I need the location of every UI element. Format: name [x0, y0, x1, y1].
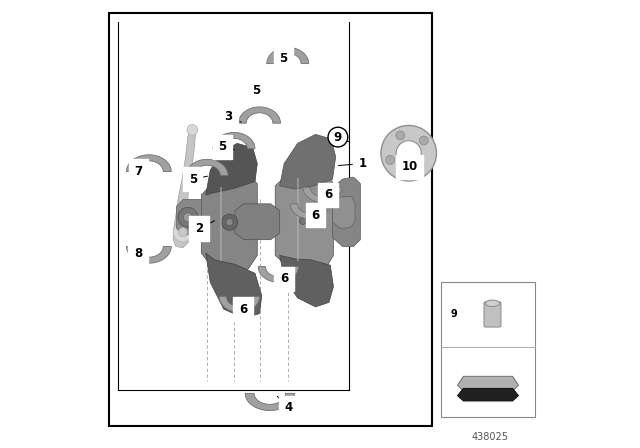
Text: 10: 10 — [401, 160, 418, 173]
Polygon shape — [303, 187, 342, 202]
Circle shape — [221, 214, 237, 230]
Ellipse shape — [485, 300, 500, 306]
Text: 1: 1 — [358, 157, 367, 170]
Circle shape — [386, 155, 395, 164]
Circle shape — [396, 141, 421, 166]
Polygon shape — [220, 297, 260, 312]
Polygon shape — [245, 393, 294, 410]
Polygon shape — [177, 199, 202, 234]
Text: 2: 2 — [195, 222, 203, 235]
Circle shape — [179, 228, 188, 237]
Polygon shape — [280, 134, 336, 189]
Text: 7: 7 — [134, 164, 142, 178]
Circle shape — [184, 213, 192, 222]
Circle shape — [419, 136, 428, 145]
Circle shape — [226, 219, 233, 226]
Text: 9: 9 — [334, 130, 342, 144]
Text: 6: 6 — [239, 302, 247, 316]
Text: 5: 5 — [189, 172, 197, 186]
Text: 6: 6 — [312, 208, 319, 222]
Polygon shape — [235, 204, 280, 240]
Polygon shape — [267, 47, 308, 64]
Text: 6: 6 — [280, 272, 288, 285]
Polygon shape — [258, 267, 298, 282]
Circle shape — [178, 207, 198, 227]
Polygon shape — [333, 196, 355, 228]
Circle shape — [408, 168, 417, 177]
Text: 3: 3 — [224, 110, 232, 123]
Polygon shape — [127, 155, 172, 172]
Circle shape — [300, 217, 307, 224]
Polygon shape — [333, 177, 360, 246]
FancyBboxPatch shape — [441, 282, 535, 417]
FancyBboxPatch shape — [484, 302, 501, 327]
Circle shape — [396, 131, 405, 140]
Text: 5: 5 — [279, 52, 287, 65]
Circle shape — [187, 125, 198, 135]
Text: 438025: 438025 — [472, 432, 509, 442]
Polygon shape — [127, 246, 172, 263]
Text: 4: 4 — [285, 401, 292, 414]
Circle shape — [173, 222, 193, 242]
Polygon shape — [291, 204, 329, 219]
Circle shape — [381, 125, 436, 181]
Polygon shape — [206, 253, 262, 318]
Polygon shape — [186, 159, 228, 176]
Polygon shape — [213, 133, 255, 149]
Polygon shape — [458, 376, 518, 391]
Polygon shape — [202, 172, 257, 276]
Text: 8: 8 — [134, 246, 142, 260]
Polygon shape — [458, 388, 518, 401]
Circle shape — [328, 127, 348, 147]
Polygon shape — [280, 255, 333, 307]
Polygon shape — [206, 143, 257, 195]
Polygon shape — [173, 127, 195, 248]
Text: 5: 5 — [252, 84, 260, 97]
Text: 6: 6 — [324, 188, 332, 202]
Text: 9: 9 — [451, 310, 458, 319]
Text: 5: 5 — [218, 140, 227, 154]
FancyBboxPatch shape — [109, 13, 432, 426]
Polygon shape — [239, 107, 280, 123]
Polygon shape — [275, 168, 333, 272]
